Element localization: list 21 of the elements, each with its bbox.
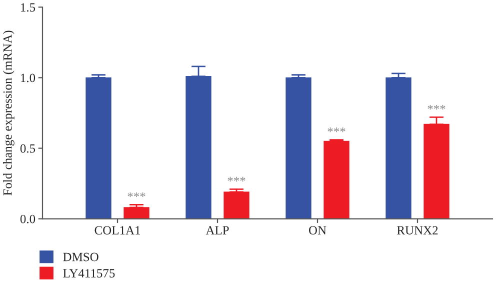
bar: [124, 207, 150, 219]
bar: [224, 192, 250, 219]
bar: [86, 77, 112, 219]
y-tick-label: 0.5: [20, 144, 36, 153]
bar: [324, 140, 350, 219]
annotation: ***: [428, 104, 446, 110]
bar: [286, 77, 312, 219]
annotation: ***: [228, 176, 246, 182]
y-axis-title: Fold change expression (mRNA): [3, 30, 14, 196]
bar: [386, 77, 412, 219]
legend-label: DMSO: [63, 252, 98, 262]
y-tick-label: 0.0: [20, 214, 36, 224]
y-tick-label: 1.5: [21, 3, 36, 12]
annotation: ***: [328, 128, 346, 132]
legend-label: LY411575: [63, 269, 115, 278]
x-tick-label: COL1A1: [94, 226, 140, 235]
annotation: ***: [128, 192, 146, 198]
y-tick-label: 1.0: [21, 74, 36, 82]
x-tick-label: RUNX2: [397, 226, 438, 235]
x-tick-label: ON: [308, 226, 326, 235]
x-tick-label: ALP: [206, 226, 229, 234]
